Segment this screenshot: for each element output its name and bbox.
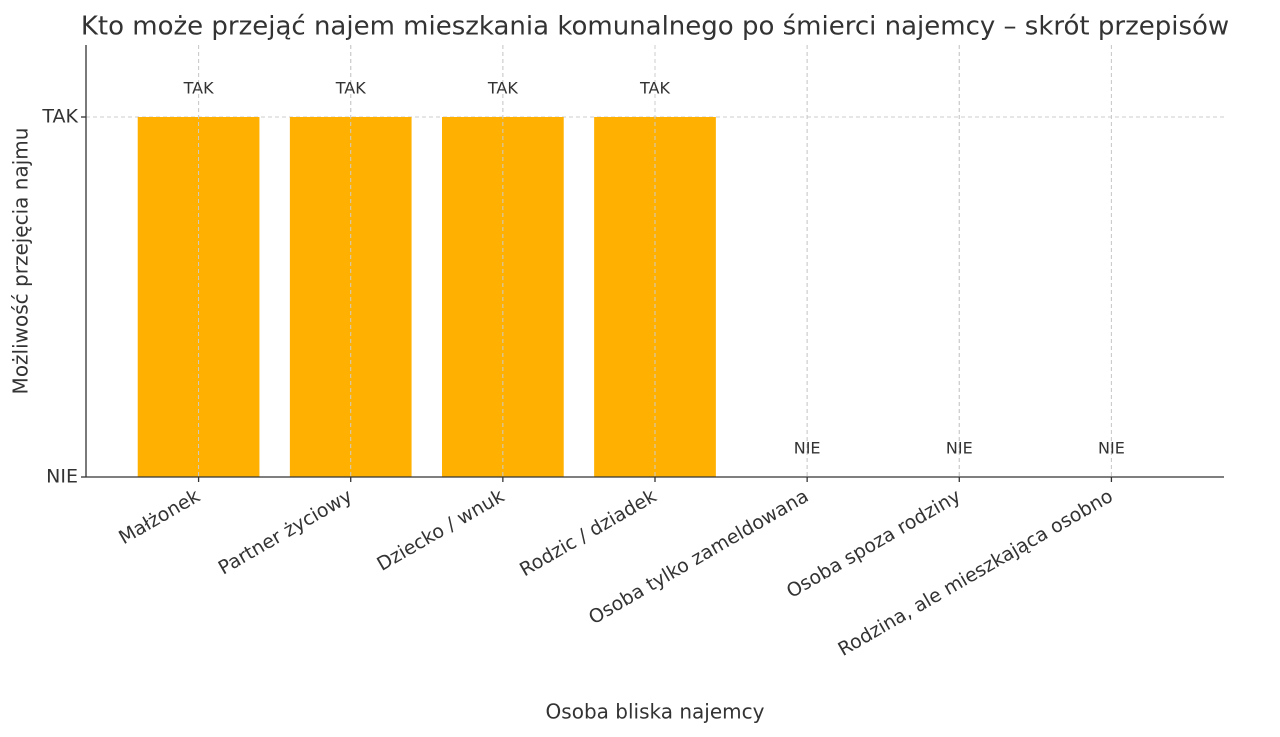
chart-title: Kto może przejąć najem mieszkania komuna… — [81, 12, 1229, 42]
value-label: TAK — [639, 79, 670, 98]
x-tick-label: Dziecko / wnuk — [373, 485, 508, 576]
x-axis-label: Osoba bliska najemcy — [546, 700, 765, 724]
value-label: TAK — [335, 79, 366, 98]
x-tick-label: Partner życiowy — [215, 485, 356, 579]
y-tick-label: TAK — [41, 106, 78, 128]
x-tick-label: Rodzina, ale mieszkająca osobno — [834, 485, 1116, 661]
y-tick-label: NIE — [46, 466, 78, 488]
value-label: TAK — [487, 79, 518, 98]
value-label: TAK — [183, 79, 214, 98]
y-axis-label: Możliwość przejęcia najmu — [9, 128, 33, 395]
value-label: NIE — [794, 439, 821, 458]
x-tick-label: Rodzic / dziadek — [516, 485, 660, 581]
value-label: NIE — [1098, 439, 1125, 458]
value-label: NIE — [946, 439, 973, 458]
x-tick-label: Małżonek — [115, 485, 204, 549]
